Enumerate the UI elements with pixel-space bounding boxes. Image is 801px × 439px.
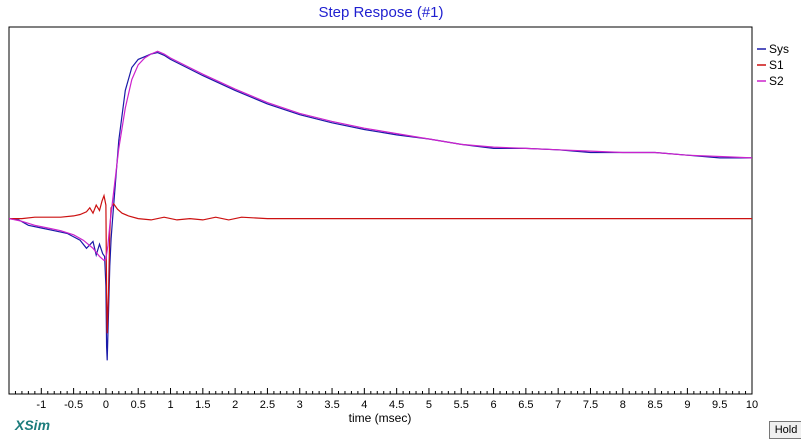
x-tick-label: -1	[36, 399, 46, 411]
xsim-brand-label: XSim	[15, 417, 51, 433]
x-tick-label: 2.5	[260, 399, 275, 411]
x-axis-ticks: -1 -0.5 0 0.5 1 1.5 2 2.5 3 3.5 4 4.5 5 5.5 6 6.5 7 7.5 8 8…	[8, 388, 758, 411]
series-layer	[8, 50, 753, 361]
legend-label-s2: S2	[769, 74, 784, 88]
x-tick-label: 1	[167, 399, 173, 411]
x-tick-label: 5	[426, 399, 432, 411]
x-tick-label: 0.5	[131, 399, 146, 411]
x-tick-label: 3	[297, 399, 303, 411]
chart-title: Step Respose (#1)	[318, 4, 444, 21]
x-tick-label: 5.5	[454, 399, 469, 411]
x-tick-label: 8.5	[647, 399, 662, 411]
x-tick-label: 9.5	[712, 399, 727, 411]
plot-area-frame	[8, 26, 753, 395]
x-tick-label: 4	[361, 399, 367, 411]
series-line-s2	[8, 50, 753, 262]
x-tick-label: 4.5	[389, 399, 404, 411]
x-tick-label: -0.5	[64, 399, 83, 411]
hold-button[interactable]: Hold	[769, 421, 801, 439]
x-tick-label: 0	[103, 399, 109, 411]
x-tick-label: 10	[746, 399, 758, 411]
x-tick-label: 6.5	[518, 399, 533, 411]
x-tick-label: 7.5	[583, 399, 598, 411]
x-tick-label: 2	[232, 399, 238, 411]
legend-label-sys: Sys	[769, 42, 789, 56]
legend-label-s1: S1	[769, 58, 784, 72]
x-tick-label: 3.5	[324, 399, 339, 411]
x-tick-label: 1.5	[195, 399, 210, 411]
series-line-sys	[8, 51, 752, 361]
series-line-s1	[9, 193, 752, 334]
x-tick-label: 8	[620, 399, 626, 411]
x-tick-label: 7	[555, 399, 561, 411]
x-axis-label: time (msec)	[349, 411, 412, 425]
legend: Sys S1 S2	[757, 42, 789, 88]
x-tick-label: 9	[684, 399, 690, 411]
x-tick-label: 6	[491, 399, 497, 411]
